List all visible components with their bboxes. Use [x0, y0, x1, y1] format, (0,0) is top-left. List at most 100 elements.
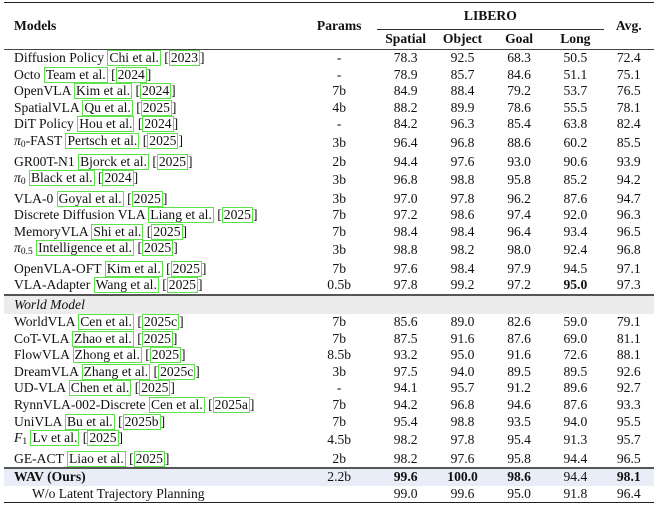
citation-year-link[interactable]: 2025c [158, 363, 196, 380]
params: 4b [332, 99, 346, 115]
spatial-score: 98.2 [393, 450, 418, 466]
table-row: FlowVLA Zhong et al. [2025] 8.5b 93.2 95.0 9… [4, 347, 654, 364]
object-score: 89.0 [450, 314, 475, 330]
citation-year-link[interactable]: 2024 [142, 116, 174, 133]
goal-score: 82.6 [507, 314, 531, 330]
citation-author-link[interactable]: Cen et al. [78, 314, 134, 331]
citation-author-link[interactable]: Qu et al. [82, 99, 133, 116]
spatial-score: 96.8 [393, 172, 418, 188]
citation-year-link[interactable]: 2025 [170, 260, 202, 277]
header-models: Models [14, 17, 57, 33]
table-row: GE-ACT Liao et al. [2025] 2b 98.2 97.6 95.8 9… [4, 450, 654, 469]
citation-author-link[interactable]: Bjorck et al. [78, 153, 149, 170]
long-score: 87.6 [563, 190, 588, 206]
citation-author-link[interactable]: Shi et al. [91, 223, 144, 240]
model-name: GE-ACT [14, 450, 64, 466]
model-name: F1 [14, 430, 28, 448]
avg-score: 75.1 [616, 66, 641, 82]
citation-year-link[interactable]: 2024 [115, 66, 147, 83]
avg-score: 82.4 [616, 116, 641, 132]
citation-year-link[interactable]: 2025 [147, 132, 179, 149]
citation-year-link[interactable]: 2024 [139, 83, 172, 100]
citation-year-link[interactable]: 2025 [221, 207, 253, 224]
object-score: 88.4 [450, 83, 475, 99]
model-name: W/o Latent Trajectory Planning [32, 485, 205, 501]
table-row: WorldVLA Cen et al. [2025c] 7b 85.6 89.0 82.… [4, 314, 654, 331]
goal-score: 97.4 [507, 207, 531, 223]
citation-author-link[interactable]: Liang et al. [148, 207, 214, 224]
citation-author-link[interactable]: Hou et al. [77, 116, 135, 133]
citation-year-link[interactable]: 2025a [212, 397, 250, 414]
citation-year-link[interactable]: 2025 [156, 153, 189, 170]
object-score: 96.8 [450, 397, 475, 413]
goal-score: 98.0 [507, 242, 531, 258]
spatial-score: 94.4 [393, 153, 418, 169]
citation-author-link[interactable]: Team et al. [43, 66, 108, 83]
citation-year-link[interactable]: 2025 [140, 99, 172, 116]
spatial-score: 97.6 [393, 260, 418, 276]
citation-author-link[interactable]: Wang et al. [93, 277, 159, 294]
goal-score: 95.8 [507, 172, 531, 188]
table-row: MemoryVLA Shi et al. [2025] 7b 98.4 98.4 96.… [4, 223, 654, 241]
model-name: UD-VLA [14, 380, 66, 396]
table-row: π0-FAST Pertsch et al. [2025] 3b 96.4 96.8 8… [4, 132, 654, 154]
long-score: 94.4 [563, 450, 588, 466]
table-row: Discrete Diffusion VLA Liang et al. [202… [4, 207, 654, 224]
long-score: 50.5 [563, 50, 588, 66]
citation-year-link[interactable]: 2025 [142, 240, 174, 257]
header-long: Long [560, 31, 591, 47]
avg-score: 95.5 [616, 413, 641, 429]
citation-year-link[interactable]: 2025 [166, 277, 198, 294]
long-score: 94.5 [563, 260, 588, 276]
citation-year-link[interactable]: 2025 [151, 223, 183, 240]
citation-author-link[interactable]: Pertsch et al. [65, 132, 140, 149]
table-row: RynnVLA-002-Discrete Cen et al. [2025a] 7… [4, 397, 654, 414]
object-score: 96.8 [450, 134, 475, 150]
params: 3b [332, 134, 346, 150]
citation-year-link[interactable]: 2025 [149, 347, 181, 364]
citation-year-link[interactable]: 2025 [133, 450, 165, 467]
spatial-score: 97.2 [393, 207, 418, 223]
citation-year-link[interactable]: 2025c [141, 314, 180, 331]
citation-year-link[interactable]: 2025b [122, 413, 161, 430]
citation-author-link[interactable]: Lv et al. [30, 430, 80, 447]
object-score: 89.9 [450, 99, 475, 115]
citation-author-link[interactable]: Zhang et al. [81, 363, 151, 380]
table-row: π0.5 Intelligence et al. [2025] 3b 98.8 98.… [4, 240, 654, 261]
params: 2b [332, 450, 346, 466]
long-score: 89.5 [563, 363, 588, 379]
spatial-score: 99.6 [377, 468, 435, 486]
long-score: 91.3 [563, 432, 588, 448]
model-name: π0.5 [14, 240, 33, 258]
goal-score: 91.6 [507, 347, 531, 363]
citation-author-link[interactable]: Bu et al. [64, 413, 115, 430]
model-name: SpatialVLA [14, 99, 79, 115]
goal-score: 97.2 [507, 277, 531, 293]
citation-author-link[interactable]: Chi et al. [107, 50, 161, 67]
citation-author-link[interactable]: Black et al. [28, 170, 95, 187]
object-score: 98.4 [450, 223, 475, 239]
citation-year-link[interactable]: 2025 [87, 430, 119, 447]
object-score: 99.6 [450, 485, 475, 501]
header-row-1: Models Params LIBERO Avg. [4, 2, 654, 33]
avg-score: 96.8 [616, 242, 641, 258]
citation-author-link[interactable]: Kim et al. [104, 260, 163, 277]
citation-author-link[interactable]: Kim et al. [74, 83, 133, 100]
citation-year-link[interactable]: 2023 [168, 50, 200, 67]
avg-score: 78.1 [616, 99, 641, 115]
citation-author-link[interactable]: Goyal et al. [56, 190, 124, 207]
citation-year-link[interactable]: 2024 [102, 170, 134, 187]
citation-author-link[interactable]: Cen et al. [149, 397, 205, 414]
model-name: DreamVLA [14, 363, 79, 379]
table-row: Octo Team et al. [2024] -78.9 85.7 84.6 51.1… [4, 66, 654, 84]
citation-year-link[interactable]: 2025 [139, 380, 171, 397]
citation-author-link[interactable]: Liao et al. [67, 450, 126, 467]
citation-author-link[interactable]: Chen et al. [68, 380, 132, 397]
object-score: 98.2 [450, 242, 475, 258]
citation-author-link[interactable]: Zhong et al. [72, 347, 142, 364]
world-model-rows: WorldVLA Cen et al. [2025c] 7b 85.6 89.0 82.… [4, 314, 654, 468]
citation-year-link[interactable]: 2025 [131, 190, 163, 207]
citation-author-link[interactable]: Intelligence et al. [36, 240, 135, 257]
citation-author-link[interactable]: Zhao et al. [72, 330, 134, 347]
citation-year-link[interactable]: 2025 [141, 330, 173, 347]
